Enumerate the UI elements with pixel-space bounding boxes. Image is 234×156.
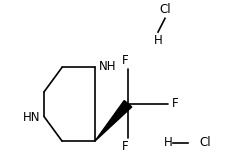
Polygon shape	[95, 100, 132, 141]
Text: H: H	[164, 136, 172, 149]
Text: F: F	[122, 140, 128, 153]
Text: NH: NH	[99, 60, 117, 73]
Text: F: F	[122, 54, 128, 67]
Text: F: F	[172, 97, 179, 110]
Text: HN: HN	[22, 111, 40, 124]
Text: Cl: Cl	[199, 136, 211, 149]
Text: H: H	[154, 34, 162, 47]
Text: Cl: Cl	[159, 3, 171, 16]
